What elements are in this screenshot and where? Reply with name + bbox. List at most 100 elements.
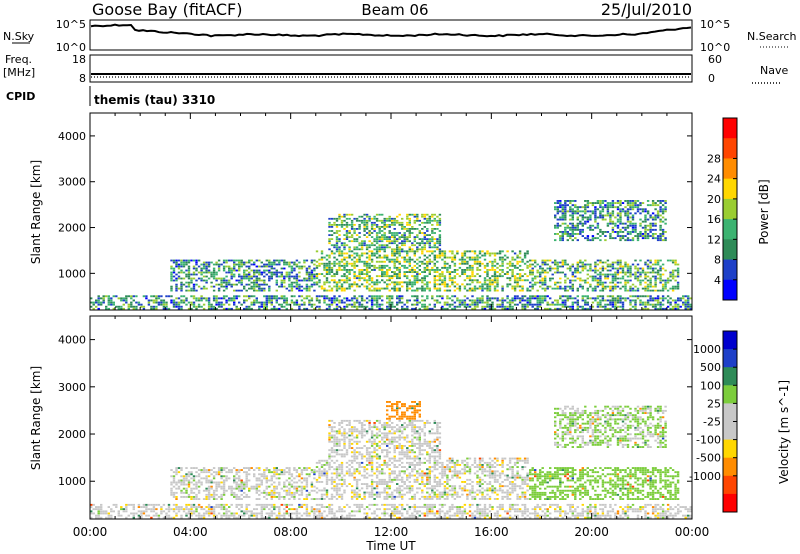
heatmap-cell bbox=[145, 510, 148, 513]
heatmap-cell bbox=[521, 279, 524, 282]
heatmap-cell bbox=[433, 264, 436, 267]
heatmap-cell bbox=[408, 219, 411, 222]
heatmap-cell bbox=[373, 303, 376, 306]
heatmap-cell bbox=[177, 305, 181, 308]
heatmap-cell bbox=[581, 265, 584, 268]
heatmap-cell bbox=[506, 307, 509, 310]
heatmap-cell bbox=[396, 287, 399, 290]
heatmap-cell bbox=[408, 281, 411, 284]
heatmap-cell bbox=[556, 206, 559, 209]
heatmap-cell bbox=[388, 226, 391, 228]
heatmap-cell bbox=[611, 510, 615, 513]
heatmap-cell bbox=[508, 260, 512, 263]
heatmap-cell bbox=[180, 281, 183, 284]
heatmap-cell bbox=[601, 269, 605, 272]
heatmap-cell bbox=[508, 506, 512, 508]
heatmap-cell bbox=[260, 289, 263, 292]
heatmap-cell bbox=[175, 508, 178, 511]
heatmap-cell bbox=[393, 219, 396, 222]
heatmap-cell bbox=[388, 242, 391, 245]
heatmap-cell bbox=[205, 261, 208, 264]
heatmap-cell bbox=[383, 275, 386, 278]
heatmap-cell bbox=[416, 299, 419, 302]
heatmap-cell bbox=[426, 281, 429, 284]
heatmap-cell bbox=[523, 307, 527, 310]
heatmap-cell bbox=[453, 258, 457, 261]
heatmap-cell bbox=[498, 269, 502, 271]
heatmap-cell bbox=[298, 303, 301, 306]
heatmap-cell bbox=[205, 299, 208, 302]
heatmap-cell bbox=[629, 222, 632, 225]
heatmap-cell bbox=[594, 237, 597, 240]
heatmap-cell bbox=[195, 485, 198, 488]
heatmap-cell bbox=[571, 222, 574, 225]
heatmap-cell bbox=[408, 279, 411, 282]
heatmap-cell bbox=[468, 275, 472, 278]
heatmap-cell bbox=[584, 220, 587, 223]
heatmap-cell bbox=[566, 503, 569, 506]
heatmap-cell bbox=[594, 214, 597, 217]
heatmap-cell bbox=[187, 261, 191, 264]
heatmap-cell bbox=[90, 512, 93, 515]
heatmap-cell bbox=[393, 305, 396, 308]
heatmap-cell bbox=[152, 299, 156, 302]
heatmap-cell bbox=[197, 498, 201, 500]
heatmap-cell bbox=[431, 230, 434, 232]
heatmap-cell bbox=[471, 516, 474, 519]
heatmap-cell bbox=[428, 508, 431, 511]
heatmap-cell bbox=[255, 514, 258, 517]
heatmap-cell bbox=[526, 510, 529, 513]
heatmap-cell bbox=[381, 512, 384, 515]
heatmap-cell bbox=[431, 508, 434, 511]
heatmap-cell bbox=[97, 514, 100, 517]
heatmap-cell bbox=[381, 244, 384, 247]
heatmap-cell bbox=[661, 208, 665, 211]
heatmap-cell bbox=[576, 233, 579, 235]
heatmap-cell bbox=[315, 281, 319, 284]
heatmap-cell bbox=[599, 503, 602, 506]
heatmap-cell bbox=[268, 269, 271, 272]
heatmap-cell bbox=[476, 303, 479, 306]
heatmap-cell bbox=[365, 506, 369, 508]
heatmap-cell bbox=[190, 481, 193, 484]
heatmap-cell bbox=[624, 212, 627, 215]
heatmap-cell bbox=[228, 303, 231, 306]
heatmap-cell bbox=[599, 235, 602, 237]
heatmap-cell bbox=[398, 254, 401, 257]
heatmap-cell bbox=[611, 237, 615, 240]
heatmap-cell bbox=[421, 299, 424, 302]
heatmap-cell bbox=[436, 287, 439, 290]
heatmap-cell bbox=[646, 289, 650, 292]
heatmap-cell bbox=[544, 287, 547, 290]
heatmap-cell bbox=[197, 285, 201, 288]
heatmap-cell bbox=[493, 264, 497, 267]
heatmap-cell bbox=[360, 506, 364, 508]
heatmap-cell bbox=[365, 281, 369, 284]
heatmap-cell bbox=[260, 503, 263, 506]
heatmap-cell bbox=[207, 303, 211, 306]
heatmap-cell bbox=[659, 206, 662, 209]
heatmap-cell bbox=[586, 289, 589, 292]
heatmap-cell bbox=[310, 261, 314, 264]
heatmap-cell bbox=[278, 516, 281, 519]
heatmap-cell bbox=[187, 473, 191, 476]
heatmap-cell bbox=[245, 269, 248, 272]
heatmap-cell bbox=[273, 271, 276, 274]
heatmap-cell bbox=[626, 516, 630, 519]
heatmap-cell bbox=[373, 215, 376, 218]
heatmap-cell bbox=[182, 508, 186, 511]
heatmap-cell bbox=[298, 295, 301, 298]
heatmap-cell bbox=[526, 514, 529, 517]
heatmap-cell bbox=[180, 271, 183, 274]
heatmap-cell bbox=[303, 261, 306, 264]
heatmap-cell bbox=[290, 261, 294, 264]
heatmap-cell bbox=[167, 516, 171, 519]
heatmap-cell bbox=[561, 206, 564, 209]
heatmap-cell bbox=[330, 230, 334, 232]
heatmap-cell bbox=[619, 218, 622, 221]
heatmap-cell bbox=[90, 301, 93, 304]
heatmap-cell bbox=[516, 277, 519, 280]
heatmap-cell bbox=[591, 514, 595, 517]
heatmap-cell bbox=[270, 275, 273, 278]
heatmap-cell bbox=[508, 305, 512, 308]
